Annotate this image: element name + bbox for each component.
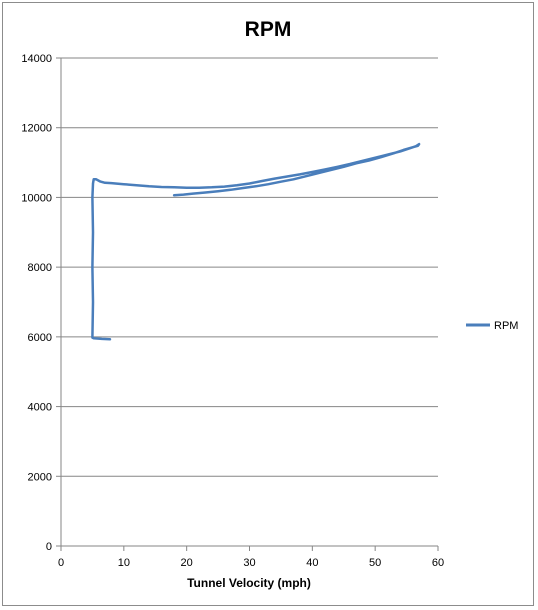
- x-tick-label: 40: [306, 557, 318, 569]
- y-tick-label: 6000: [28, 332, 52, 344]
- chart-title: RPM: [245, 18, 292, 41]
- x-axis-tick-labels: 0 10 20 30 40 50 60: [58, 546, 444, 569]
- x-tick-label: 10: [118, 557, 130, 569]
- gridlines: [61, 57, 438, 477]
- legend: RPM: [466, 320, 518, 332]
- series-lines: [91, 142, 421, 341]
- y-axis-tick-labels: 0 2000 4000 6000 8000 10000 12000 14000: [21, 53, 61, 553]
- axes: [60, 58, 438, 547]
- x-tick-label: 60: [432, 557, 444, 569]
- x-axis-title: Tunnel Velocity (mph): [187, 576, 311, 590]
- x-tick-label: 0: [58, 557, 64, 569]
- y-tick-label: 14000: [21, 53, 52, 65]
- y-tick-label: 8000: [28, 262, 52, 274]
- x-tick-label: 50: [369, 557, 381, 569]
- y-tick-label: 12000: [21, 123, 52, 135]
- y-tick-label: 10000: [21, 192, 52, 204]
- x-tick-label: 30: [243, 557, 255, 569]
- y-tick-label: 4000: [28, 402, 52, 414]
- y-tick-label: 0: [46, 541, 52, 553]
- chart-area: [2, 2, 534, 606]
- x-tick-label: 20: [181, 557, 193, 569]
- y-tick-label: 2000: [28, 471, 52, 483]
- series-line-rpm: [91, 142, 421, 341]
- legend-label-rpm: RPM: [494, 320, 518, 332]
